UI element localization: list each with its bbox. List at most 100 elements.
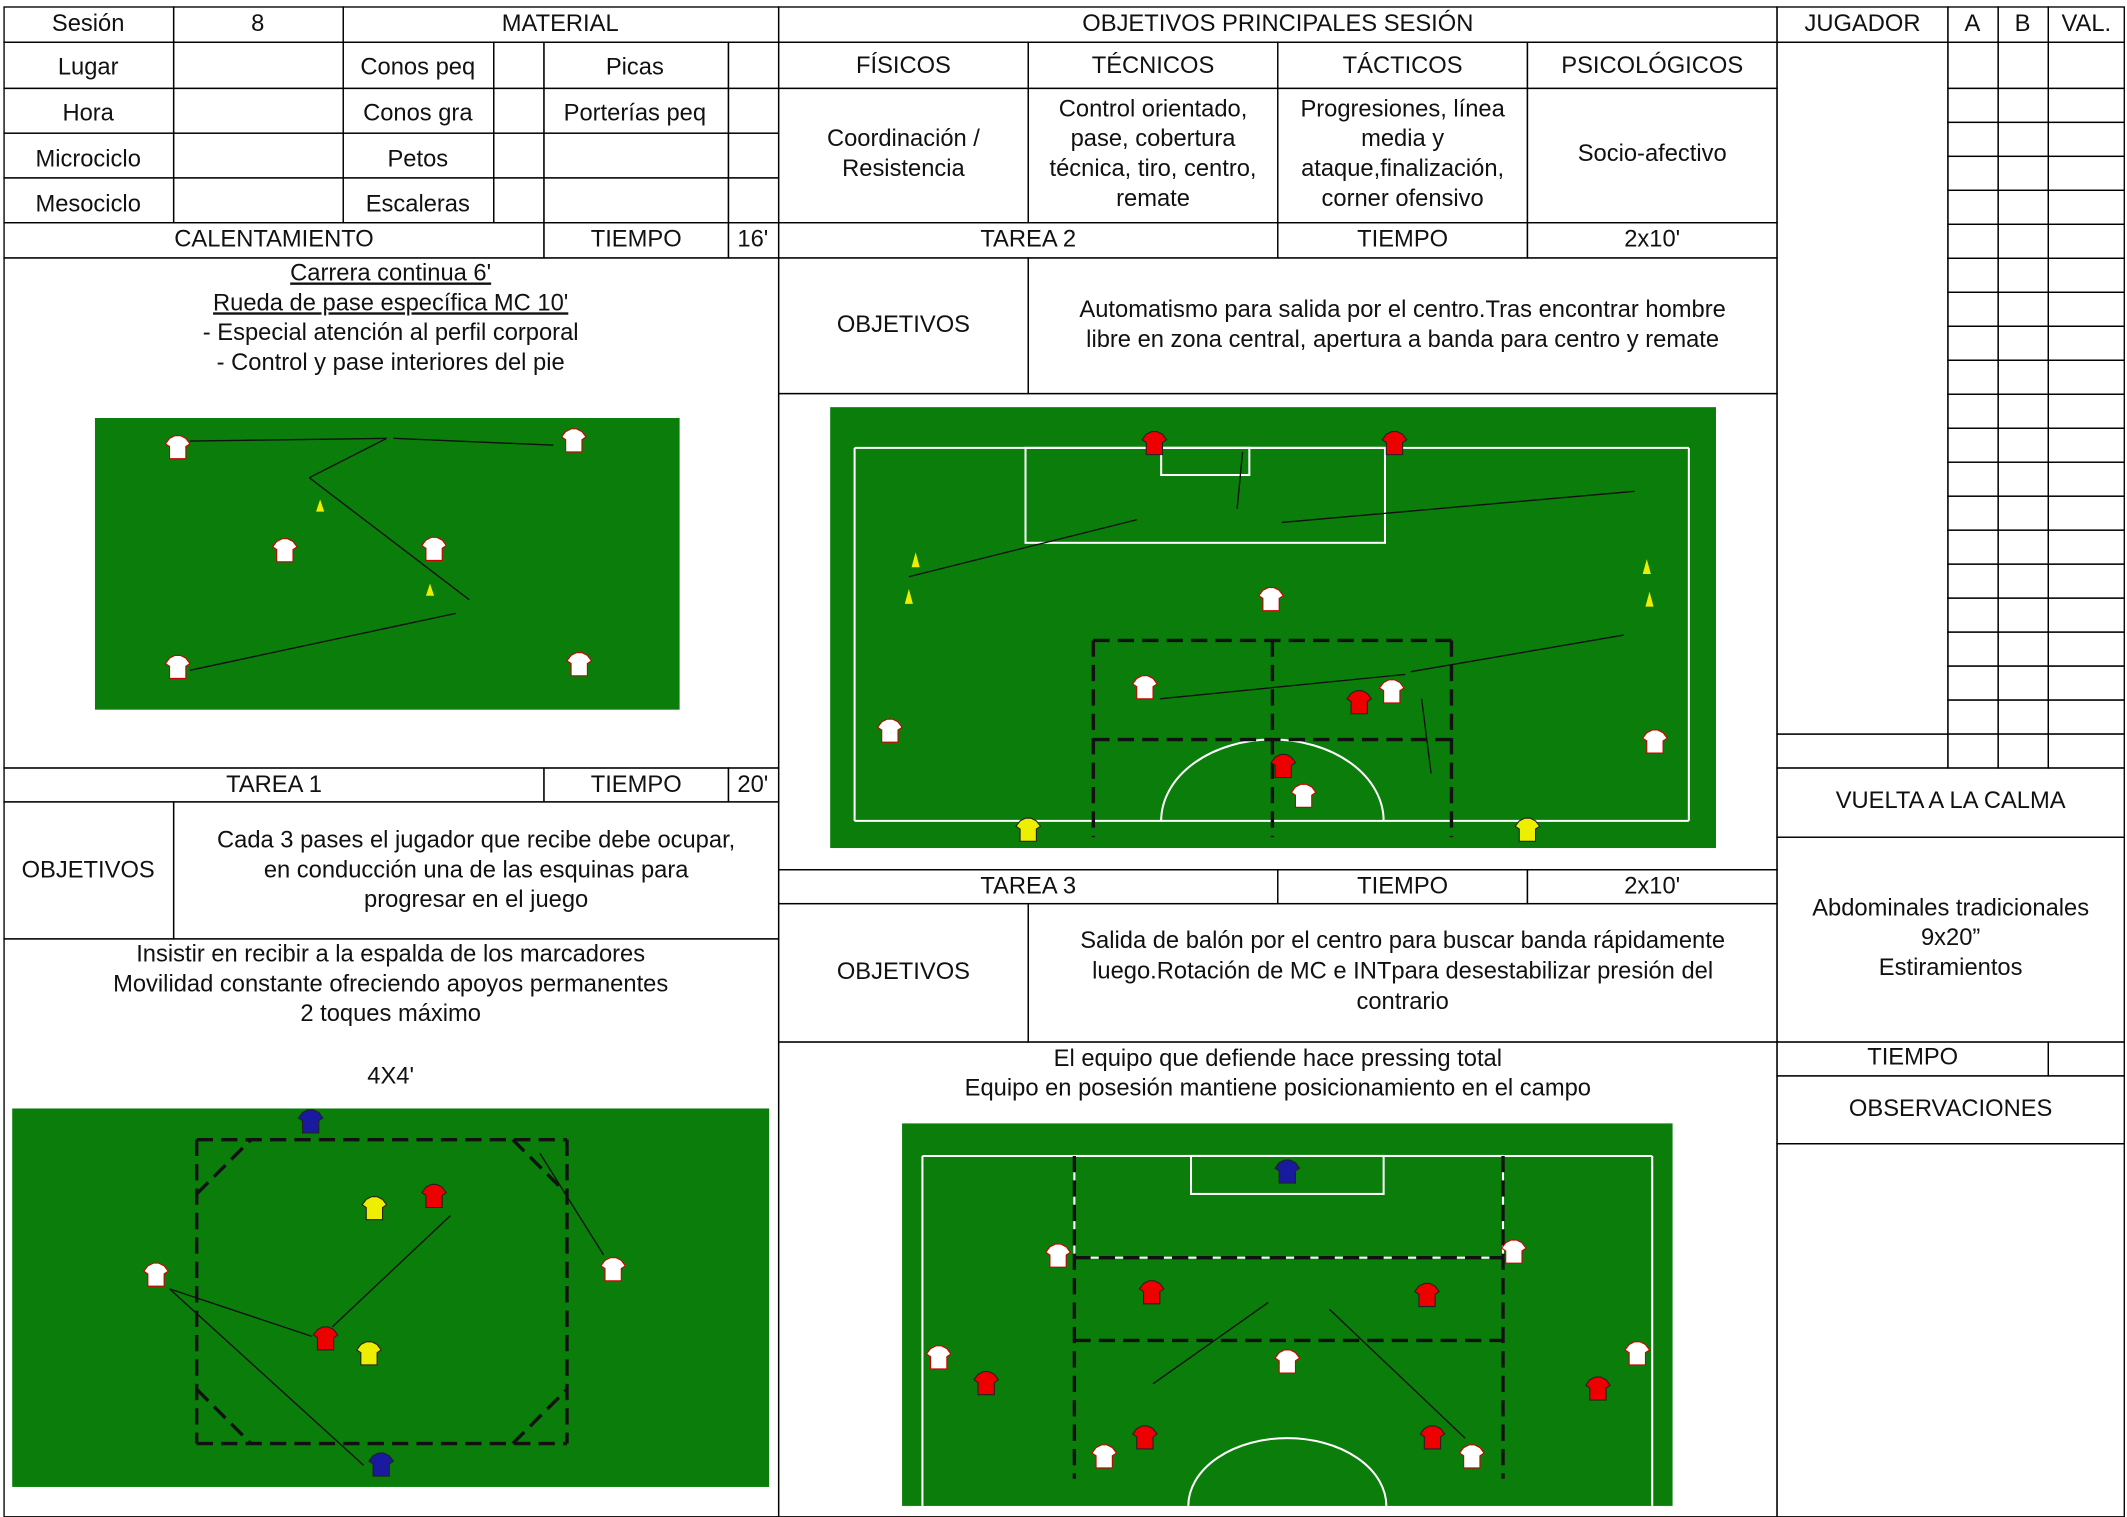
section-title: TAREA 3: [980, 874, 1076, 900]
player-shirt: [925, 1345, 952, 1370]
objective-content: Control orientado,: [1059, 96, 1248, 122]
cell-border: [493, 132, 545, 179]
cell-border: [2047, 41, 2125, 90]
pass-arrow: [169, 1288, 313, 1338]
objective-content: pase, cobertura: [1071, 126, 1237, 152]
material-title: MATERIAL: [502, 11, 619, 37]
session-label: Sesión: [52, 11, 125, 37]
cone: [425, 583, 435, 596]
player-shirt: [1624, 1341, 1651, 1366]
material-item: Petos: [387, 147, 448, 173]
cell-border: [727, 87, 780, 134]
material-item: Conos gra: [363, 100, 473, 126]
cell-border: [1947, 631, 1999, 667]
player-shirt: [355, 1341, 382, 1366]
cone: [904, 588, 913, 604]
zone-line: [511, 1388, 569, 1445]
player-shirt: [1091, 1444, 1118, 1469]
time-value: 16': [737, 227, 768, 253]
pitch: [902, 1123, 1673, 1506]
cell-border: [1947, 87, 1999, 124]
player-shirt: [1274, 1159, 1301, 1184]
player-shirt: [1584, 1376, 1611, 1401]
objective-line: luego.Rotación de MC e INTpara desestabi…: [1092, 958, 1713, 984]
cell-border: [1947, 665, 1999, 701]
player-shirt: [1346, 690, 1373, 715]
cell-border: [172, 41, 344, 90]
player-header: JUGADOR: [1804, 11, 1920, 37]
cell-border: [2047, 1041, 2125, 1077]
cell-border: [1947, 597, 1999, 633]
cell-border: [1997, 699, 2050, 735]
pass-arrow: [308, 477, 470, 601]
cone: [1645, 591, 1654, 607]
cell-border: [543, 132, 730, 179]
pass-arrow: [189, 437, 387, 442]
cool-down-line: Estiramientos: [1879, 955, 2023, 981]
section-title: TAREA 1: [226, 772, 322, 798]
cell-border: [1997, 461, 2050, 497]
player-shirt: [1258, 587, 1285, 612]
objective-content: Socio-afectivo: [1578, 141, 1727, 167]
cell-border: [1997, 325, 2050, 361]
session-number: 8: [251, 11, 264, 37]
cell-border: [493, 87, 545, 134]
cell-border: [1997, 291, 2050, 327]
cell-border: [727, 41, 780, 90]
player-shirt: [368, 1452, 395, 1477]
pass-arrow: [539, 1152, 605, 1256]
cell-border: [2047, 427, 2125, 463]
cell-border: [1947, 495, 1999, 531]
material-item: Porterías peq: [564, 100, 706, 126]
zone-line: [195, 1138, 253, 1196]
format: 4X4': [367, 1064, 414, 1090]
objective-header: PSICOLÓGICOS: [1561, 52, 1743, 79]
cell-border: [727, 177, 780, 224]
objective-content: Coordinación /: [827, 126, 980, 152]
cell-border: [1947, 393, 1999, 429]
player-shirt: [271, 538, 298, 563]
cone: [316, 499, 325, 512]
objective-line: Cada 3 pases el jugador que recibe debe …: [217, 828, 735, 854]
cell-border: [1947, 257, 1999, 293]
cell-border: [2047, 189, 2125, 225]
zone-line: [195, 1388, 253, 1445]
cell-border: [2047, 223, 2125, 259]
time-value: 2x10': [1624, 874, 1680, 900]
cell-border: [1776, 1143, 2125, 1517]
cell-border: [1947, 563, 1999, 599]
cell-border: [1947, 291, 1999, 327]
player-shirt: [1131, 1425, 1158, 1450]
player-shirt: [1414, 1282, 1441, 1308]
warmup-line: Rueda de pase específica MC 10': [213, 290, 568, 316]
cell-border: [1997, 257, 2050, 293]
pass-arrow: [331, 1215, 451, 1328]
cell-border: [1947, 155, 1999, 192]
cell-border: [1997, 563, 2050, 599]
cell-border: [1947, 325, 1999, 361]
objective-header: TÉCNICOS: [1092, 52, 1215, 79]
warmup-line: - Control y pase interiores del pie: [217, 350, 565, 376]
cell-border: [1997, 189, 2050, 225]
info-label: Lugar: [58, 54, 119, 80]
cell-border: [543, 177, 730, 224]
pass-arrow: [189, 612, 456, 671]
warmup-line: Carrera continua 6': [290, 260, 491, 286]
cell-border: [1947, 189, 1999, 225]
pass-arrow: [1328, 1308, 1466, 1439]
center-circle: [1187, 1437, 1388, 1506]
objectives-label: OBJETIVOS: [837, 312, 970, 338]
cell-border: [1947, 359, 1999, 395]
cell-border: [1776, 733, 1949, 769]
cell-border: [727, 132, 780, 179]
pass-arrow: [1236, 451, 1244, 509]
cell-border: [1997, 665, 2050, 701]
player-shirt: [143, 1262, 169, 1287]
cell-border: [2047, 461, 2125, 497]
cell-border: [1997, 359, 2050, 395]
player-shirt: [361, 1196, 388, 1221]
pitch: [830, 407, 1716, 849]
player-shirt: [421, 1183, 448, 1209]
